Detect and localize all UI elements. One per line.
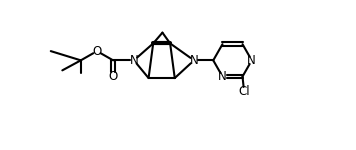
Text: O: O	[109, 70, 118, 83]
Text: N: N	[218, 70, 227, 83]
Text: N: N	[190, 54, 198, 67]
Text: O: O	[92, 45, 101, 58]
Text: Cl: Cl	[238, 85, 250, 98]
Text: N: N	[130, 54, 138, 67]
Text: N: N	[247, 54, 256, 67]
